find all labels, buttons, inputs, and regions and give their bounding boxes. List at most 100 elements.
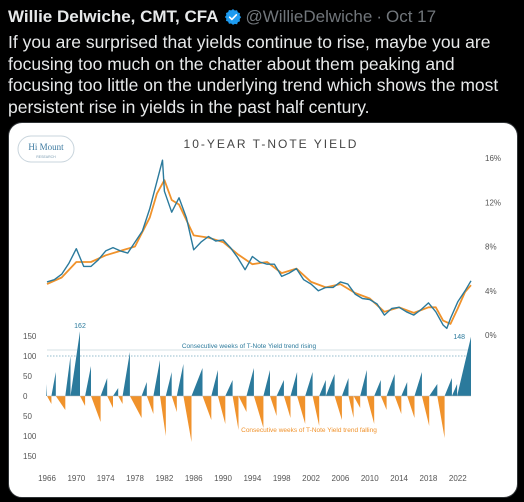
falling-streak	[80, 396, 86, 406]
falling-streak	[366, 396, 375, 424]
falling-streak	[283, 396, 291, 418]
rising-streak	[360, 370, 367, 396]
logo-subtext: RESEARCH	[36, 155, 56, 159]
chart-image: Hi Mount RESEARCH 10-YEAR T-NOTE YIELD 1…	[17, 135, 501, 483]
yield-tick-label: 0%	[485, 331, 497, 340]
year-axis-ticks: 1966 1970 1974 1978 1982 1986 1990 1994 1998 2002…	[38, 474, 467, 483]
year-tick-label: 2010	[361, 474, 379, 483]
hi-mount-logo: Hi Mount RESEARCH	[17, 135, 75, 163]
rising-streak	[46, 384, 47, 396]
year-tick-label: 1998	[273, 474, 291, 483]
weeks-tick-label: 100	[23, 352, 37, 361]
yield-tick-label: 8%	[485, 243, 497, 252]
year-tick-label: 2002	[302, 474, 320, 483]
falling-streak	[312, 396, 320, 426]
yield-tick-label: 12%	[485, 198, 501, 207]
weeks-tick-label: 50	[23, 412, 32, 421]
rising-streak	[141, 382, 147, 396]
rising-streak	[305, 372, 313, 396]
rising-streak	[457, 336, 471, 396]
rising-streak	[386, 374, 395, 396]
rising-streak	[100, 378, 108, 396]
year-tick-label: 2018	[420, 474, 438, 483]
year-tick-label: 1978	[126, 474, 144, 483]
falling-streak	[146, 396, 154, 414]
weeks-tick-label: 50	[23, 372, 32, 381]
weeks-tick-label: 150	[23, 452, 37, 461]
falling-streak	[348, 396, 354, 418]
rising-streak	[290, 372, 298, 396]
yield-plot	[46, 159, 472, 330]
tweet-header: Willie Delwiche, CMT, CFA @WillieDelwich…	[8, 6, 518, 28]
falling-streak	[55, 396, 66, 410]
year-tick-label: 1990	[214, 474, 232, 483]
rising-streak	[122, 352, 130, 396]
year-tick-label: 1974	[97, 474, 115, 483]
falling-streak	[202, 396, 212, 420]
falling-streak	[232, 396, 239, 430]
falling-streak	[160, 396, 166, 436]
yield-line	[46, 159, 472, 330]
falling-streak	[421, 396, 430, 426]
header-separator: ·	[376, 7, 383, 26]
rising-streak	[451, 384, 458, 396]
weeks-tick-label: 150	[23, 332, 37, 341]
trend-line	[46, 179, 472, 325]
falling-streak	[129, 396, 142, 418]
rising-streak	[153, 360, 160, 396]
rising-streak	[341, 378, 349, 396]
author-name[interactable]: Willie Delwiche, CMT, CFA	[8, 7, 219, 26]
falling-streak	[183, 396, 192, 442]
rising-streak	[51, 372, 56, 396]
rising-streak	[225, 380, 233, 396]
rising-streak	[176, 364, 184, 396]
rising-streak	[211, 370, 218, 396]
rising-streak	[374, 380, 381, 396]
falling-streak	[238, 396, 247, 412]
author-handle[interactable]: @WillieDelwiche	[245, 7, 373, 26]
rising-streak	[319, 380, 326, 396]
rising-streak	[401, 382, 408, 396]
rising-streak	[444, 378, 452, 396]
falling-streak	[270, 396, 277, 416]
chart-title: 10-YEAR T-NOTE YIELD	[184, 137, 359, 151]
falling-streak	[217, 396, 226, 424]
falling-streak	[334, 396, 342, 420]
falling-streak	[253, 396, 264, 428]
rising-annotation: Consecutive weeks of T-Note Yield trend …	[182, 343, 317, 350]
falling-streak	[407, 396, 415, 418]
current-streak-label: 148	[453, 334, 465, 341]
falling-streak	[394, 396, 402, 414]
rising-streak	[70, 331, 80, 396]
falling-streak	[380, 396, 387, 410]
rising-streak	[85, 366, 91, 396]
rising-streak	[276, 380, 284, 396]
tweet-media-image[interactable]: Hi Mount RESEARCH 10-YEAR T-NOTE YIELD 1…	[8, 122, 518, 498]
weeks-tick-label: 0	[23, 392, 28, 401]
peak-label-rising: 162	[74, 323, 86, 330]
rising-streak	[263, 370, 270, 396]
logo-text: Hi Mount	[28, 142, 64, 152]
rising-streak	[113, 388, 119, 396]
year-tick-label: 1986	[185, 474, 203, 483]
rising-streak	[65, 356, 71, 396]
falling-streak	[171, 396, 177, 412]
rising-streak	[414, 372, 422, 396]
year-tick-label: 2022	[449, 474, 467, 483]
rising-streak	[325, 374, 335, 396]
tweet-text: If you are surprised that yields continu…	[8, 32, 499, 117]
falling-streak	[118, 396, 123, 404]
yield-tick-label: 16%	[485, 154, 501, 163]
year-tick-label: 1982	[155, 474, 173, 483]
rising-streak	[191, 368, 203, 396]
yield-tick-label: 4%	[485, 287, 497, 296]
year-tick-label: 1994	[243, 474, 261, 483]
verified-badge-icon	[224, 9, 241, 25]
year-tick-label: 2006	[332, 474, 350, 483]
year-tick-label: 1970	[67, 474, 85, 483]
tweet-date[interactable]: Oct 17	[386, 7, 437, 26]
rising-streak	[429, 384, 438, 396]
weeks-plot	[46, 331, 471, 442]
falling-annotation: Consecutive weeks of T-Note Yield trend …	[241, 427, 377, 434]
weeks-tick-label: 100	[23, 432, 37, 441]
